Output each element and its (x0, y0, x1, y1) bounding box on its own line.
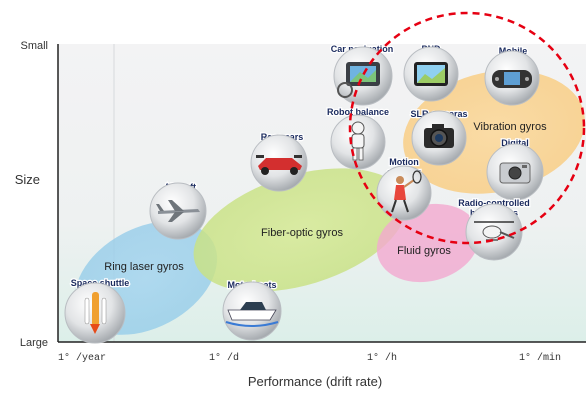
pnd-icon (403, 46, 459, 102)
car-navigation-icon (333, 46, 393, 106)
rc-helicopters-item: Radio-controlled helicopters (457, 197, 531, 261)
motion-sensing-item: Motion sensing (376, 156, 432, 221)
race-cars-item: Race cars (250, 131, 308, 192)
aircraft-item: Aircraft (149, 181, 207, 240)
pnd-item: PND (403, 43, 459, 102)
x-tick-minute: 1° /min (519, 352, 561, 364)
helicopter-icon (465, 203, 523, 261)
motorboats-item: Motorboats (222, 279, 282, 341)
fluid-region (376, 203, 480, 283)
x-tick-hour: 1° /h (367, 352, 397, 364)
digital-camera-icon (486, 143, 544, 201)
y-axis-title: Size (15, 172, 40, 187)
rc-helicopters-label-line1: Radio-controlled (458, 198, 530, 208)
slr-cameras-item: SLR cameras (409, 108, 469, 166)
x-tick-year: 1° /year (58, 352, 106, 364)
robot-icon (330, 114, 386, 170)
handheld-console-icon (484, 50, 540, 106)
fiber-optic-region (193, 168, 407, 292)
motorboat-icon (222, 281, 282, 341)
highlight-circle (348, 11, 586, 245)
tennis-player-icon (376, 165, 432, 221)
robot-balance-label-line1: Robot balance (327, 107, 389, 117)
slr-camera-icon (411, 110, 467, 166)
y-bottom-label: Large (20, 337, 48, 349)
y-top-label: Small (20, 40, 48, 52)
mobile-games-item: Mobile games (484, 45, 540, 106)
ring-laser-label: Ring laser gyros (104, 261, 184, 273)
motion-sensing-label-line1: Motion (389, 157, 419, 167)
aircraft-icon (149, 182, 207, 240)
robot-balance-item: Robot balance control (326, 106, 390, 170)
space-shuttle-item: Space shuttle (64, 277, 131, 344)
space-shuttle-icon (64, 282, 126, 344)
fiber-optic-label: Fiber-optic gyros (261, 227, 343, 239)
x-axis-title: Performance (drift rate) (248, 374, 382, 389)
race-car-icon (250, 134, 308, 192)
vibration-label: Vibration gyros (473, 121, 547, 133)
car-navigation-item: Car navigation (329, 43, 395, 106)
x-tick-day: 1° /d (209, 352, 239, 364)
digital-cameras-item: Digital cameras (486, 137, 544, 201)
fluid-label: Fluid gyros (397, 245, 451, 257)
